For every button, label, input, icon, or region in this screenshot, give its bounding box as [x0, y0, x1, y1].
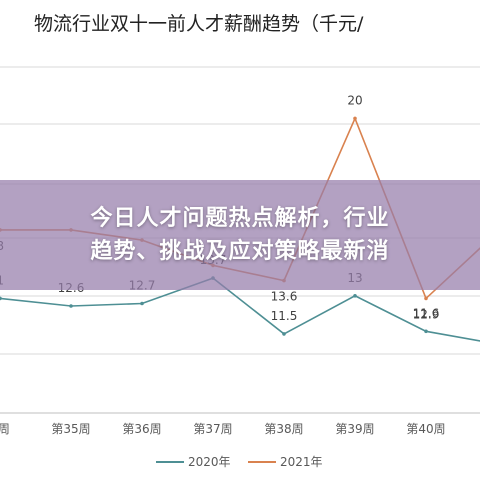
data-point: [0, 296, 2, 301]
headline-line-2: 趋势、挑战及应对策略最新消: [90, 239, 390, 264]
data-point: [353, 294, 357, 298]
legend-label: 2020年: [188, 455, 231, 469]
data-point: [424, 329, 428, 334]
data-label: 11.5: [271, 309, 298, 323]
x-tick-labels: 4周 第35周 第36周 第37周 第38周 第39周 第40周: [0, 422, 446, 436]
headline-line-1: 今日人才问题热点解析，行业: [90, 206, 390, 231]
x-tick-label: 第37周: [193, 422, 232, 436]
x-tick-label: 4周: [0, 422, 10, 436]
legend-label: 2021年: [280, 455, 323, 469]
data-label: 11.6: [413, 306, 440, 320]
x-tick-label: 第36周: [122, 422, 161, 436]
x-tick-label: 第40周: [406, 422, 445, 436]
x-tick-label: 第39周: [335, 422, 374, 436]
data-point: [353, 116, 357, 121]
legend: 2020年 2021年: [156, 455, 323, 469]
x-tick-label: 第38周: [264, 422, 303, 436]
data-label: 12.9: [413, 307, 440, 321]
series-line-2020年: [0, 277, 480, 342]
headline-overlay[interactable]: 今日人才问题热点解析，行业 趋势、挑战及应对策略最新消: [0, 180, 480, 290]
data-label: 13.6: [271, 290, 298, 304]
data-label: 20: [347, 93, 362, 107]
x-tick-label: 第35周: [51, 422, 90, 436]
data-point: [69, 304, 73, 308]
data-point: [140, 301, 144, 306]
chart-title: 物流行业双十一前人才薪酬趋势（千元/: [34, 13, 364, 35]
data-point: [424, 296, 428, 301]
data-point: [282, 332, 286, 336]
